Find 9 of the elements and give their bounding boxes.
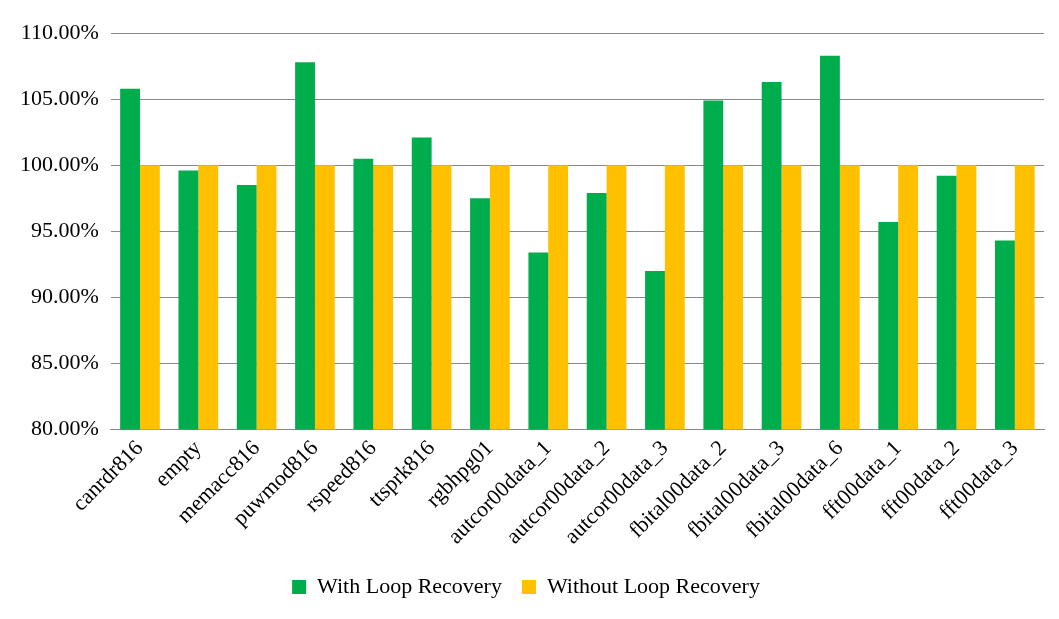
- y-tick-label: 85.00%: [31, 349, 99, 375]
- legend-label: Without Loop Recovery: [546, 572, 760, 598]
- y-tick-label: 100.00%: [20, 151, 99, 177]
- y-tick-label: 105.00%: [20, 85, 99, 111]
- y-tick-label: 110.00%: [20, 18, 99, 44]
- legend-label: With Loop Recovery: [317, 572, 502, 598]
- y-tick-label: 95.00%: [31, 217, 99, 243]
- y-tick-label: 90.00%: [31, 283, 99, 309]
- y-tick-label: 80.00%: [31, 415, 99, 441]
